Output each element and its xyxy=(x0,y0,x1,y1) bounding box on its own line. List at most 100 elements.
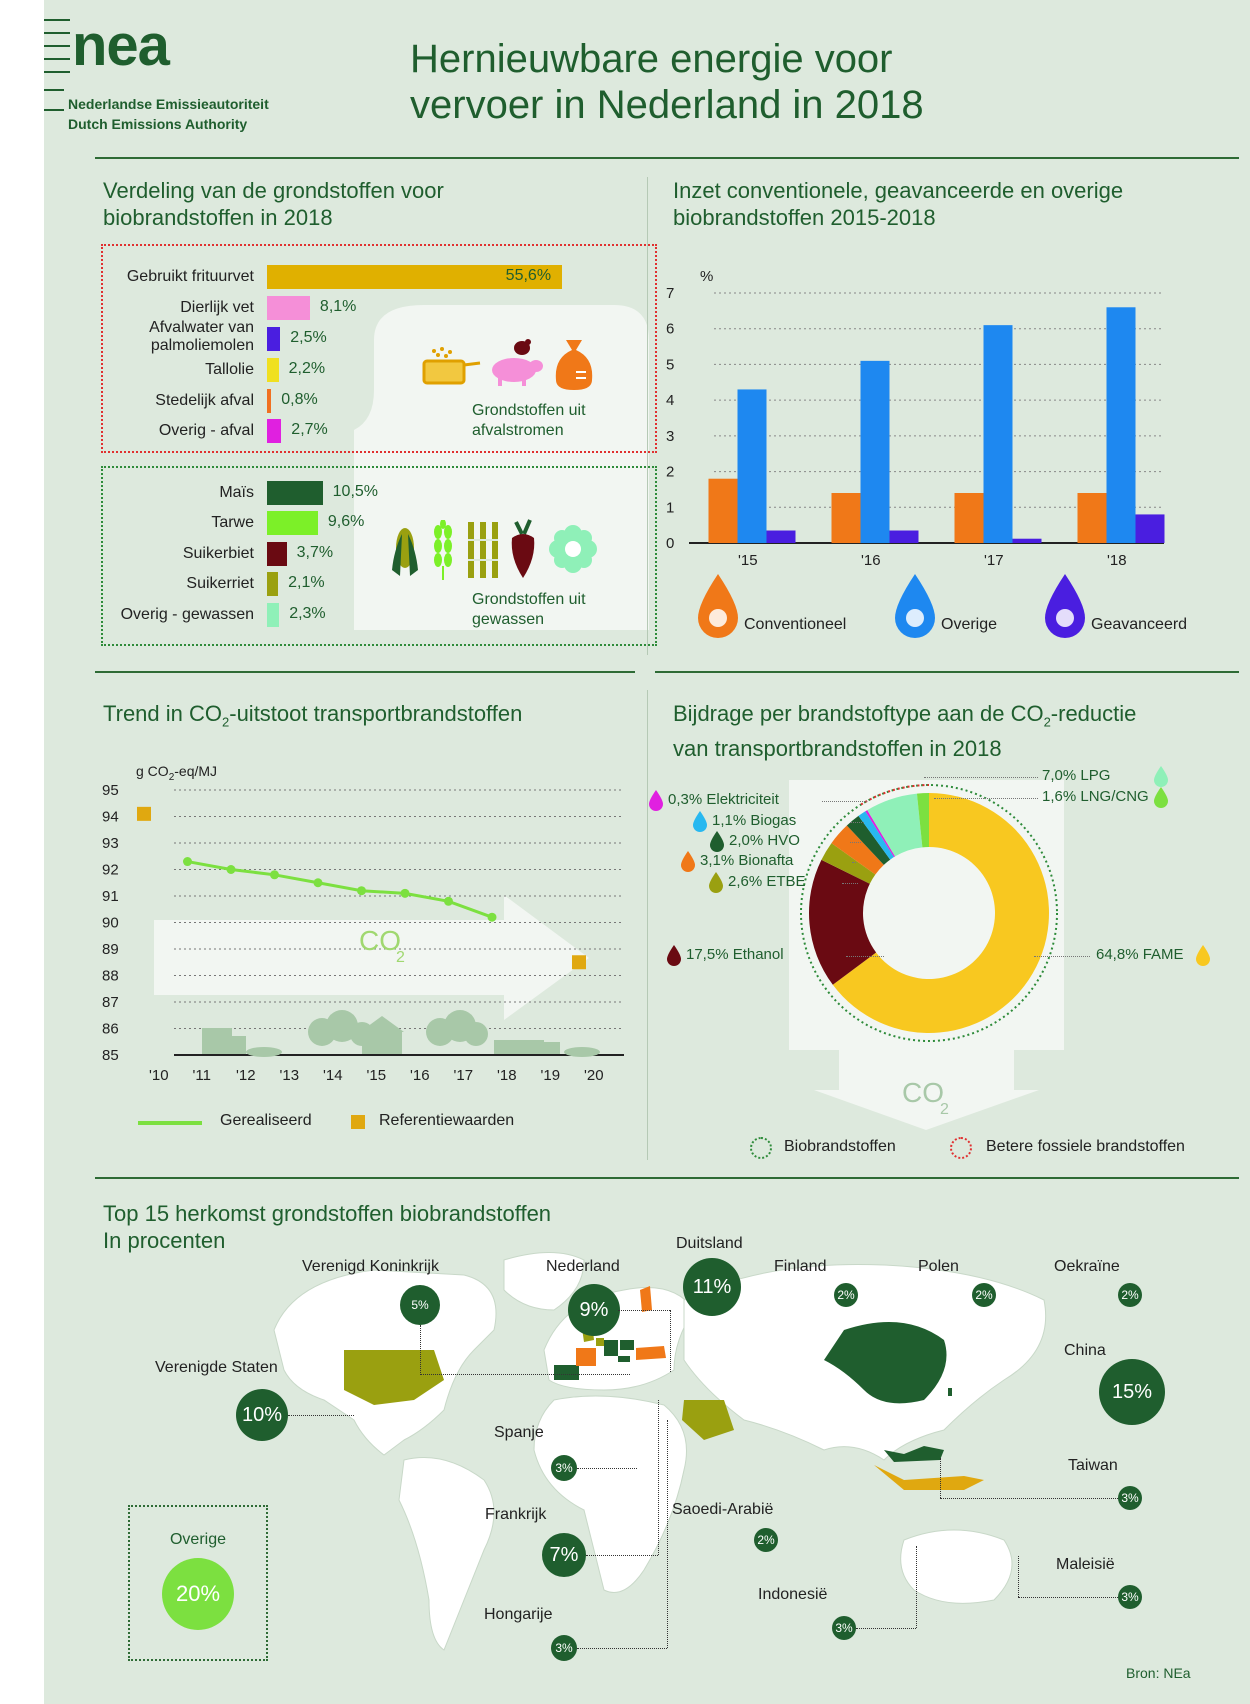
trend-x-tick: '10 xyxy=(149,1067,169,1084)
donut-slice-etbe xyxy=(821,843,876,884)
country-value-verenigd-koninkrijk: 5% xyxy=(400,1285,440,1325)
conv-y-tick: 7 xyxy=(666,285,674,302)
donut-label-hvo: 2,0% HVO xyxy=(729,832,800,849)
feed-label: Dierlijk vet xyxy=(180,299,254,316)
feed-bar xyxy=(267,358,279,382)
page-title-line-1: Hernieuwbare energie voor xyxy=(410,37,893,81)
country-value-hongarije: 3% xyxy=(551,1635,577,1661)
conv-bar-geavanceerd xyxy=(1012,538,1042,543)
trend-realised-point xyxy=(487,912,497,922)
donut-leader-line xyxy=(846,956,884,957)
donut-label-bionafta: 3,1% Bionafta xyxy=(700,852,794,869)
feed-value: 3,7% xyxy=(296,544,334,561)
feed-bar xyxy=(267,419,282,443)
trend-title-pre: Trend in CO xyxy=(103,701,223,726)
legend-geavanceerd xyxy=(1039,570,1091,647)
waste-caption: Grondstoffen uit afvalstromen xyxy=(472,401,586,441)
map-indonesia xyxy=(874,1465,984,1490)
legend-bio-swatch xyxy=(750,1137,772,1159)
logo-line-1: Nederlandse Emissieautoriteit xyxy=(68,96,269,112)
conv-y-tick: 4 xyxy=(666,392,674,409)
donut-leader-line xyxy=(842,883,858,884)
crops-box xyxy=(101,466,657,646)
donut-drop-icon xyxy=(1153,786,1169,813)
trend-realised-point xyxy=(444,896,453,906)
logo-line-2: Dutch Emissions Authority xyxy=(68,116,248,132)
other-box xyxy=(128,1505,268,1661)
map-malaysia xyxy=(884,1446,944,1462)
mid-divider-right xyxy=(655,671,1239,673)
donut-leader-line xyxy=(822,801,867,802)
donut-leader-line xyxy=(850,842,861,843)
donut-slice-elektriciteit xyxy=(865,810,896,858)
conv-x-tick: '15 xyxy=(738,552,758,568)
feed-value: 2,3% xyxy=(289,605,326,622)
country-value-spanje: 3% xyxy=(551,1455,577,1481)
country-label-china: China xyxy=(1064,1342,1106,1359)
feed-label: Suikerriet xyxy=(186,575,254,592)
trend-y-tick: 93 xyxy=(102,835,119,852)
waste-bag-icon xyxy=(552,336,596,397)
map-leader-line xyxy=(670,1310,671,1372)
donut-co2-sub: 2 xyxy=(940,1101,949,1118)
feed-label: Overig - afval xyxy=(158,422,254,439)
donut-slice-hvo xyxy=(846,815,891,865)
donut-slice-lpg xyxy=(867,793,923,857)
country-label-frankrijk: Frankrijk xyxy=(485,1506,547,1523)
crops-caption: Grondstoffen uit gewassen xyxy=(472,590,586,630)
donut-label-lpg: 7,0% LPG xyxy=(1042,767,1111,784)
country-label-indonesi-: Indonesië xyxy=(758,1586,828,1603)
trend-x-tick: '18 xyxy=(497,1067,517,1084)
conv-bar-conventioneel xyxy=(831,493,861,543)
feed-label: Gebruikt frituurvet xyxy=(126,268,254,285)
country-value-maleisi-: 3% xyxy=(1118,1585,1142,1609)
feed-value: 8,1% xyxy=(319,298,357,315)
sugarbeet-icon xyxy=(508,518,538,585)
feed-value: 55,6% xyxy=(505,267,552,284)
country-label-taiwan: Taiwan xyxy=(1068,1457,1118,1474)
donut-label-biogas: 1,1% Biogas xyxy=(712,812,797,829)
donut-label-fame: 64,8% FAME xyxy=(1096,946,1184,963)
country-label-verenigd-koninkrijk: Verenigd Koninkrijk xyxy=(302,1258,439,1275)
country-value-frankrijk: 7% xyxy=(542,1533,586,1577)
donut-leader-line xyxy=(850,822,864,823)
donut-co2-label: CO xyxy=(902,1077,944,1108)
donut-drop-icon xyxy=(692,810,708,837)
bottom-divider xyxy=(95,1177,1239,1179)
donut-drop-icon xyxy=(709,830,725,857)
feed-value: 2,2% xyxy=(288,360,326,377)
page-title-line-2: vervoer in Nederland in 2018 xyxy=(410,83,924,127)
trend-y-tick: 86 xyxy=(102,1021,119,1038)
legend-overige-label: Overige xyxy=(941,616,998,633)
trend-unit: g CO2-eq/MJ xyxy=(136,763,217,783)
feed-bar xyxy=(267,511,318,535)
trend-title: Trend in CO2-uitstoot transportbrandstof… xyxy=(103,700,522,735)
trend-line-chart: 85 86 87 88 89 90 91 92 93 94 95 '10 '11 '12 '13 '14 '15… xyxy=(102,782,624,1084)
map-hungary xyxy=(618,1356,630,1362)
donut-title-sub: 2 xyxy=(1043,714,1051,730)
trend-title-post: -uitstoot transportbrandstoffen xyxy=(229,701,523,726)
trend-unit-pre: g CO xyxy=(136,763,169,779)
donut-label-elektriciteit: 0,3% Elektriciteit xyxy=(668,791,779,808)
trend-co2-label: CO xyxy=(359,925,401,956)
country-label-nederland: Nederland xyxy=(546,1258,620,1275)
map-netherlands xyxy=(596,1338,604,1346)
trend-title-sub: 2 xyxy=(222,714,230,730)
conv-bar-geavanceerd xyxy=(889,530,919,543)
trend-realised-point xyxy=(400,888,410,898)
country-value-finland: 2% xyxy=(834,1283,858,1307)
landscape-silhouette xyxy=(202,1010,600,1057)
donut-title-line-2: van transportbrandstoffen in 2018 xyxy=(673,736,1002,762)
legend-fossil-swatch xyxy=(950,1137,972,1159)
map-leader-line xyxy=(420,1374,630,1375)
conv-y-tick: 0 xyxy=(666,535,674,552)
trend-y-tick: 89 xyxy=(102,941,119,958)
crops-caption-line-2: gewassen xyxy=(472,611,545,628)
donut-drop-icon xyxy=(648,789,664,816)
feed-label: Stedelijk afval xyxy=(155,392,254,409)
map-spain xyxy=(554,1365,579,1380)
donut-label-etbe: 2,6% ETBE xyxy=(728,873,806,890)
trend-reference-point xyxy=(572,955,586,970)
feed-label: Tallolie xyxy=(205,361,254,378)
legend-conventioneel xyxy=(692,570,744,647)
